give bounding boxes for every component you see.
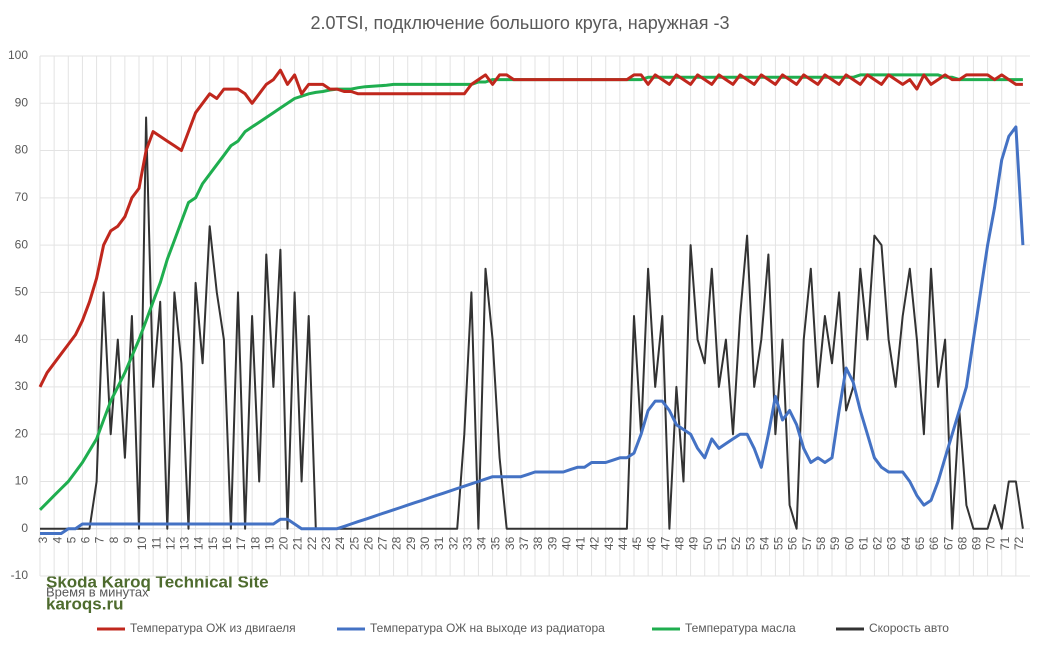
x-tick-label: 62 bbox=[871, 536, 885, 550]
x-tick-label: 49 bbox=[687, 536, 701, 550]
x-tick-label: 32 bbox=[446, 536, 460, 550]
x-tick-label: 39 bbox=[545, 536, 559, 550]
x-tick-label: 3 bbox=[36, 536, 50, 543]
x-tick-label: 52 bbox=[729, 536, 743, 550]
x-tick-label: 53 bbox=[743, 536, 757, 550]
legend-label: Скорость авто bbox=[869, 621, 949, 635]
x-tick-label: 35 bbox=[489, 536, 503, 550]
x-tick-label: 24 bbox=[333, 536, 347, 550]
x-tick-label: 57 bbox=[800, 536, 814, 550]
x-tick-label: 50 bbox=[701, 536, 715, 550]
x-tick-label: 7 bbox=[93, 536, 107, 543]
x-tick-label: 46 bbox=[644, 536, 658, 550]
x-tick-label: 16 bbox=[220, 536, 234, 550]
x-tick-label: 64 bbox=[899, 536, 913, 550]
x-tick-label: 12 bbox=[163, 536, 177, 550]
watermark: Skoda Karoq Technical Site bbox=[46, 572, 269, 591]
y-tick-label: 50 bbox=[15, 285, 29, 299]
chart-title: 2.0TSI, подключение большого круга, нару… bbox=[311, 13, 730, 33]
y-tick-label: 90 bbox=[15, 95, 29, 109]
x-tick-label: 11 bbox=[149, 536, 163, 549]
y-tick-label: 100 bbox=[8, 48, 28, 62]
x-tick-label: 21 bbox=[291, 536, 305, 550]
x-tick-label: 59 bbox=[828, 536, 842, 550]
x-tick-label: 14 bbox=[192, 536, 206, 550]
y-tick-label: 70 bbox=[15, 190, 29, 204]
x-tick-label: 38 bbox=[531, 536, 545, 550]
x-tick-label: 6 bbox=[79, 536, 93, 543]
y-tick-label: 60 bbox=[15, 237, 29, 251]
x-tick-label: 30 bbox=[418, 536, 432, 550]
watermark-url: karoqs.ru bbox=[46, 594, 123, 613]
x-tick-label: 68 bbox=[955, 536, 969, 550]
x-tick-label: 13 bbox=[178, 536, 192, 550]
x-tick-label: 55 bbox=[772, 536, 786, 550]
x-tick-label: 25 bbox=[347, 536, 361, 550]
x-tick-label: 51 bbox=[715, 536, 729, 550]
x-tick-label: 31 bbox=[432, 536, 446, 550]
x-tick-label: 61 bbox=[856, 536, 870, 550]
x-tick-label: 69 bbox=[970, 536, 984, 550]
x-tick-label: 54 bbox=[757, 536, 771, 550]
y-tick-label: 80 bbox=[15, 143, 29, 157]
x-tick-label: 9 bbox=[121, 536, 135, 543]
y-tick-label: 30 bbox=[15, 379, 29, 393]
x-tick-label: 47 bbox=[658, 536, 672, 550]
x-tick-label: 37 bbox=[517, 536, 531, 550]
x-tick-label: 20 bbox=[277, 536, 291, 550]
x-tick-label: 23 bbox=[319, 536, 333, 550]
x-tick-label: 72 bbox=[1012, 536, 1026, 550]
line-series bbox=[40, 116, 1024, 530]
x-tick-label: 63 bbox=[885, 536, 899, 550]
x-tick-label: 29 bbox=[404, 536, 418, 550]
x-tick-label: 40 bbox=[559, 536, 573, 550]
x-tick-label: 18 bbox=[248, 536, 262, 550]
x-tick-label: 42 bbox=[588, 536, 602, 550]
legend-label: Температура масла bbox=[685, 621, 796, 635]
x-tick-label: 36 bbox=[503, 536, 517, 550]
x-tick-label: 8 bbox=[107, 536, 121, 543]
legend-label: Температура ОЖ на выходе из радиатора bbox=[370, 621, 605, 635]
x-tick-label: 28 bbox=[390, 536, 404, 550]
y-tick-label: 0 bbox=[21, 521, 28, 535]
x-tick-label: 66 bbox=[927, 536, 941, 550]
x-tick-label: 43 bbox=[602, 536, 616, 550]
y-tick-label: 20 bbox=[15, 426, 29, 440]
x-tick-label: 4 bbox=[50, 536, 64, 543]
x-tick-label: 27 bbox=[376, 536, 390, 550]
legend-label: Температура ОЖ из двигаеля bbox=[130, 621, 296, 635]
x-tick-label: 26 bbox=[361, 536, 375, 550]
x-tick-label: 22 bbox=[305, 536, 319, 550]
x-tick-label: 15 bbox=[206, 536, 220, 550]
y-tick-label: -10 bbox=[11, 568, 29, 582]
x-axis-label: Время в минутах bbox=[46, 584, 149, 599]
x-tick-label: 56 bbox=[786, 536, 800, 550]
x-tick-label: 60 bbox=[842, 536, 856, 550]
x-tick-label: 17 bbox=[234, 536, 248, 550]
x-tick-label: 65 bbox=[913, 536, 927, 550]
y-tick-label: 10 bbox=[15, 474, 29, 488]
x-tick-label: 44 bbox=[616, 536, 630, 550]
x-tick-label: 58 bbox=[814, 536, 828, 550]
x-tick-label: 34 bbox=[475, 536, 489, 550]
x-tick-label: 48 bbox=[673, 536, 687, 550]
x-tick-label: 70 bbox=[984, 536, 998, 550]
x-tick-label: 45 bbox=[630, 536, 644, 550]
line-series bbox=[40, 125, 1025, 535]
x-tick-label: 33 bbox=[460, 536, 474, 550]
x-tick-label: 41 bbox=[574, 536, 588, 550]
x-tick-label: 71 bbox=[998, 536, 1012, 550]
x-tick-label: 19 bbox=[262, 536, 276, 550]
x-tick-label: 10 bbox=[135, 536, 149, 550]
y-tick-label: 40 bbox=[15, 332, 29, 346]
x-tick-label: 67 bbox=[941, 536, 955, 550]
x-tick-label: 5 bbox=[64, 536, 78, 543]
line-series bbox=[38, 68, 1023, 388]
